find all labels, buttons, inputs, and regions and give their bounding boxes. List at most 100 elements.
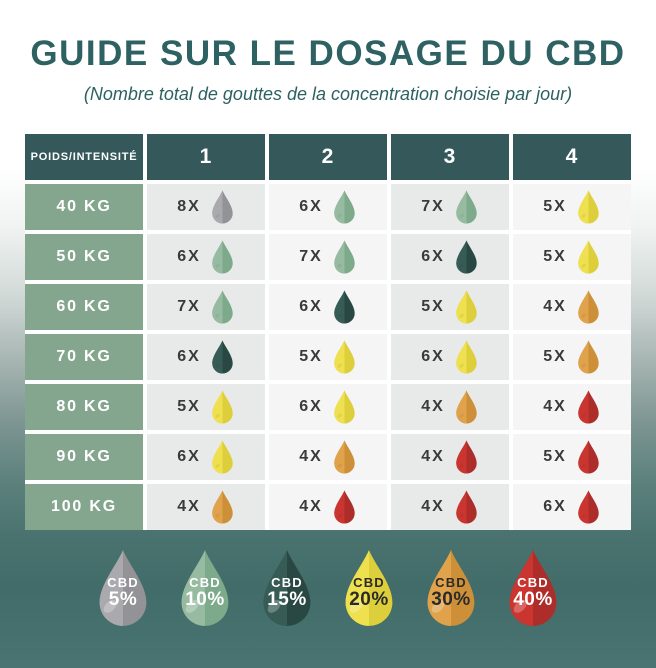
drop-icon bbox=[427, 550, 475, 626]
dose-count: 5X bbox=[543, 348, 567, 365]
dose-count: 5X bbox=[543, 448, 567, 465]
drop-icon bbox=[578, 290, 599, 324]
drop-icon bbox=[456, 240, 477, 274]
legend-item-cbd-15: CBD 15% bbox=[259, 549, 315, 627]
dose-count: 4X bbox=[421, 398, 445, 415]
dose-cell: 4X bbox=[513, 284, 631, 330]
drop-icon bbox=[181, 550, 229, 626]
drop-icon bbox=[578, 190, 599, 224]
dose-cell: 6X bbox=[147, 434, 265, 480]
drop-icon bbox=[456, 490, 477, 524]
dose-count: 6X bbox=[299, 398, 323, 415]
drop-icon bbox=[99, 550, 147, 626]
dose-cell: 4X bbox=[513, 384, 631, 430]
dose-count: 6X bbox=[543, 498, 567, 515]
drop-icon bbox=[212, 290, 233, 324]
dose-cell: 4X bbox=[269, 434, 387, 480]
legend-item-cbd-30: CBD 30% bbox=[423, 549, 479, 627]
dose-cell: 5X bbox=[513, 334, 631, 380]
drop-icon bbox=[334, 190, 355, 224]
dose-count: 4X bbox=[299, 498, 323, 515]
dose-cell: 6X bbox=[147, 234, 265, 280]
drop-icon bbox=[456, 390, 477, 424]
legend-label: CBD 5% bbox=[95, 575, 151, 611]
dose-count: 6X bbox=[421, 348, 445, 365]
dose-cell: 5X bbox=[391, 284, 509, 330]
drop-icon bbox=[212, 390, 233, 424]
row-label-50-kg: 50 KG bbox=[25, 234, 143, 280]
legend-cbd-text: CBD bbox=[517, 575, 549, 590]
dose-cell: 6X bbox=[269, 284, 387, 330]
dose-cell: 4X bbox=[147, 484, 265, 530]
dose-cell: 5X bbox=[513, 434, 631, 480]
drop-icon bbox=[212, 190, 233, 224]
dose-cell: 6X bbox=[269, 184, 387, 230]
legend-cbd-text: CBD bbox=[435, 575, 467, 590]
dose-count: 7X bbox=[421, 198, 445, 215]
legend-percentage: 5% bbox=[108, 589, 138, 611]
dose-cell: 5X bbox=[513, 234, 631, 280]
drop-icon bbox=[578, 340, 599, 374]
dose-cell: 6X bbox=[391, 234, 509, 280]
dose-count: 4X bbox=[421, 498, 445, 515]
dose-count: 6X bbox=[299, 198, 323, 215]
drop-icon bbox=[578, 240, 599, 274]
dose-cell: 5X bbox=[147, 384, 265, 430]
dose-count: 8X bbox=[177, 198, 201, 215]
row-label-40-kg: 40 KG bbox=[25, 184, 143, 230]
dose-count: 6X bbox=[421, 248, 445, 265]
column-header-3: 3 bbox=[391, 134, 509, 180]
legend-item-cbd-5: CBD 5% bbox=[95, 549, 151, 627]
drop-icon bbox=[263, 550, 311, 626]
dose-cell: 6X bbox=[147, 334, 265, 380]
drop-icon bbox=[578, 440, 599, 474]
legend-percentage: 30% bbox=[431, 589, 471, 611]
legend-item-cbd-20: CBD 20% bbox=[341, 549, 397, 627]
dose-cell: 4X bbox=[391, 434, 509, 480]
dose-count: 7X bbox=[299, 248, 323, 265]
dosage-table: POIDS/INTENSITÉ 1 2 3 4 40 KG 8X 6X 7X 5X 50 KG 6X 7… bbox=[25, 134, 631, 530]
drop-icon bbox=[212, 340, 233, 374]
drop-icon bbox=[334, 340, 355, 374]
column-header-1: 1 bbox=[147, 134, 265, 180]
legend-percentage: 15% bbox=[267, 589, 307, 611]
dose-count: 5X bbox=[299, 348, 323, 365]
dose-cell: 4X bbox=[391, 384, 509, 430]
dose-count: 5X bbox=[177, 398, 201, 415]
dose-cell: 5X bbox=[513, 184, 631, 230]
legend-label: CBD 10% bbox=[177, 575, 233, 611]
legend-percentage: 10% bbox=[185, 589, 225, 611]
drop-icon bbox=[334, 390, 355, 424]
dose-count: 4X bbox=[299, 448, 323, 465]
drop-icon bbox=[334, 290, 355, 324]
dose-cell: 6X bbox=[391, 334, 509, 380]
page-title: GUIDE SUR LE DOSAGE DU CBD bbox=[30, 34, 626, 73]
dose-count: 7X bbox=[177, 298, 201, 315]
dose-count: 5X bbox=[543, 198, 567, 215]
page-subtitle: (Nombre total de gouttes de la concentra… bbox=[83, 84, 573, 104]
drop-icon bbox=[456, 190, 477, 224]
dose-cell: 4X bbox=[269, 484, 387, 530]
dose-count: 5X bbox=[421, 298, 445, 315]
legend-percentage: 40% bbox=[513, 589, 553, 611]
column-header-4: 4 bbox=[513, 134, 631, 180]
drop-icon bbox=[212, 240, 233, 274]
dose-count: 6X bbox=[177, 248, 201, 265]
legend-item-cbd-40: CBD 40% bbox=[505, 549, 561, 627]
legend-cbd-text: CBD bbox=[189, 575, 221, 590]
dose-cell: 4X bbox=[391, 484, 509, 530]
legend-label: CBD 20% bbox=[341, 575, 397, 611]
dose-cell: 6X bbox=[513, 484, 631, 530]
legend-label: CBD 40% bbox=[505, 575, 561, 611]
legend-cbd-text: CBD bbox=[353, 575, 385, 590]
drop-icon bbox=[334, 240, 355, 274]
legend-cbd-text: CBD bbox=[107, 575, 139, 590]
dose-cell: 7X bbox=[147, 284, 265, 330]
dose-cell: 8X bbox=[147, 184, 265, 230]
drop-icon bbox=[578, 490, 599, 524]
dose-count: 4X bbox=[543, 298, 567, 315]
drop-icon bbox=[456, 290, 477, 324]
dose-cell: 7X bbox=[391, 184, 509, 230]
legend-percentage: 20% bbox=[349, 589, 389, 611]
